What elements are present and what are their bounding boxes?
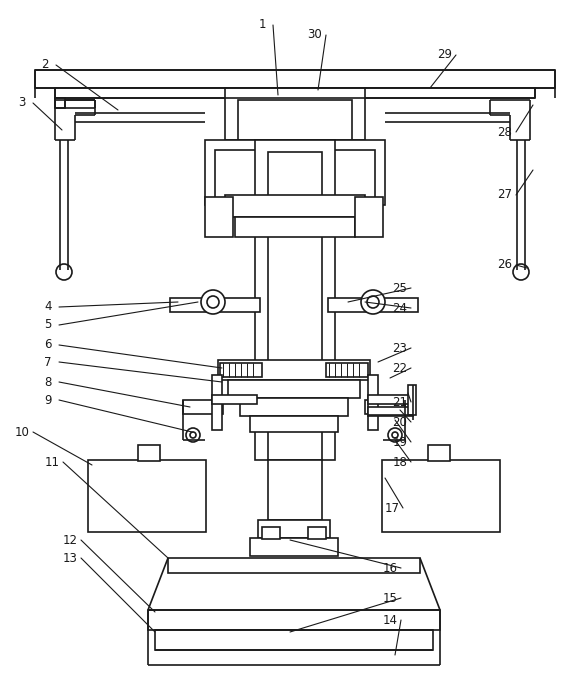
- Bar: [268, 152, 322, 460]
- Text: 27: 27: [497, 189, 512, 201]
- Text: 8: 8: [44, 375, 51, 389]
- Text: 28: 28: [498, 126, 512, 138]
- Bar: [250, 538, 338, 556]
- Bar: [155, 630, 433, 650]
- Circle shape: [56, 264, 72, 280]
- Text: 11: 11: [44, 456, 60, 468]
- Text: 23: 23: [393, 342, 407, 354]
- Text: 5: 5: [44, 319, 51, 331]
- Bar: [212, 395, 257, 404]
- Text: 21: 21: [393, 396, 408, 408]
- Text: 9: 9: [44, 394, 51, 407]
- Text: 2: 2: [42, 59, 49, 71]
- Bar: [228, 380, 360, 398]
- Bar: [55, 88, 535, 98]
- Bar: [205, 140, 385, 205]
- Text: 19: 19: [393, 435, 408, 449]
- Text: 29: 29: [438, 48, 453, 62]
- Bar: [215, 150, 375, 205]
- Bar: [262, 527, 280, 539]
- Text: 3: 3: [18, 96, 26, 110]
- Bar: [255, 140, 335, 460]
- Circle shape: [186, 428, 200, 442]
- Bar: [368, 375, 378, 430]
- Text: 22: 22: [393, 361, 408, 375]
- Text: 18: 18: [393, 456, 407, 468]
- Bar: [308, 527, 326, 539]
- Bar: [365, 400, 405, 414]
- Text: 26: 26: [497, 259, 512, 271]
- Circle shape: [388, 428, 402, 442]
- Bar: [220, 363, 262, 377]
- Bar: [258, 520, 330, 538]
- Circle shape: [207, 296, 219, 308]
- Bar: [218, 360, 370, 380]
- Bar: [170, 298, 260, 312]
- Text: 15: 15: [383, 591, 397, 605]
- Bar: [382, 460, 500, 532]
- Bar: [408, 385, 416, 415]
- Bar: [326, 363, 368, 377]
- Text: 20: 20: [393, 415, 407, 428]
- Text: 24: 24: [393, 301, 408, 315]
- Bar: [250, 416, 338, 432]
- Circle shape: [513, 264, 529, 280]
- Bar: [268, 460, 322, 520]
- Bar: [148, 610, 440, 630]
- Bar: [205, 197, 233, 237]
- Circle shape: [190, 432, 196, 438]
- Bar: [238, 100, 352, 140]
- Text: 12: 12: [63, 533, 77, 547]
- Bar: [240, 398, 348, 416]
- Text: 30: 30: [308, 29, 322, 41]
- Text: 17: 17: [384, 501, 400, 514]
- Bar: [368, 407, 413, 416]
- Text: 16: 16: [383, 561, 397, 575]
- Bar: [355, 197, 383, 237]
- Bar: [225, 88, 365, 140]
- Circle shape: [392, 432, 398, 438]
- Bar: [88, 460, 206, 532]
- Text: 7: 7: [44, 356, 51, 368]
- Bar: [368, 395, 413, 404]
- Text: 4: 4: [44, 301, 51, 313]
- Text: 25: 25: [393, 282, 407, 294]
- Bar: [428, 445, 450, 461]
- Bar: [328, 298, 418, 312]
- Text: 6: 6: [44, 338, 51, 352]
- Bar: [235, 217, 355, 237]
- Text: 1: 1: [258, 18, 266, 31]
- Bar: [138, 445, 160, 461]
- Bar: [183, 400, 223, 414]
- Bar: [55, 98, 65, 108]
- Text: 10: 10: [15, 426, 29, 438]
- Bar: [168, 558, 420, 573]
- Bar: [212, 375, 222, 430]
- Bar: [35, 70, 555, 88]
- Circle shape: [201, 290, 225, 314]
- Bar: [225, 195, 365, 217]
- Text: 14: 14: [383, 614, 397, 626]
- Circle shape: [361, 290, 385, 314]
- Circle shape: [367, 296, 379, 308]
- Text: 13: 13: [63, 552, 77, 565]
